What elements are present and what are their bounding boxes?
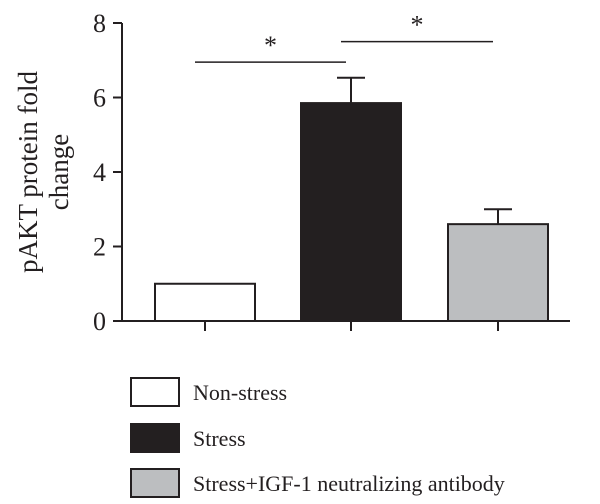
y-axis-label: pAKT protein fold change: [13, 71, 74, 273]
significance-star: *: [411, 11, 424, 40]
significance-markers: **: [195, 11, 493, 63]
legend-label: Stress: [193, 426, 246, 451]
y-tick-label: 0: [93, 307, 106, 336]
bar: [300, 102, 402, 323]
y-axis-label-line: change: [44, 134, 74, 210]
legend-swatch: [130, 377, 180, 407]
legend-label: Stress+IGF-1 neutralizing antibody: [193, 471, 505, 496]
y-axis-ticks: 0 2 4 6 8: [93, 9, 499, 336]
legend-swatch: [130, 423, 180, 453]
bar: [154, 282, 256, 322]
significance-star: *: [264, 31, 277, 60]
legend-swatch: [130, 468, 180, 498]
bar: [447, 223, 549, 322]
y-tick-label: 6: [93, 84, 106, 113]
y-tick-label: 2: [93, 233, 106, 262]
y-axis-label-line: pAKT protein fold: [13, 71, 43, 273]
bars: [154, 102, 549, 323]
legend: Non-stress Stress Stress+IGF-1 neutralizin…: [130, 377, 505, 498]
legend-label: Non-stress: [193, 380, 287, 405]
error-bars: [337, 76, 512, 225]
y-tick-label: 4: [93, 158, 106, 187]
y-tick-label: 8: [93, 9, 106, 38]
